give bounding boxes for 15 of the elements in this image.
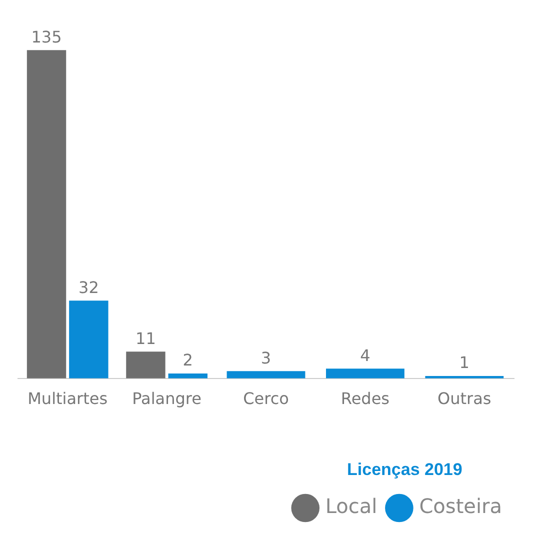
x-tick-label: Palangre — [132, 389, 202, 408]
data-label: 3 — [260, 348, 272, 368]
x-tick-label: Cerco — [243, 389, 289, 408]
data-label: 135 — [31, 27, 62, 46]
data-label: 11 — [136, 328, 156, 348]
data-label: 4 — [360, 346, 370, 365]
data-label: 32 — [78, 278, 99, 297]
x-tick-label: Multiartes — [28, 389, 108, 408]
legend-label: Local — [325, 494, 378, 518]
x-tick-label: Redes — [340, 389, 390, 408]
data-label: 1 — [459, 353, 470, 372]
x-tick-label: Outras — [438, 389, 492, 408]
legend-label: Costeira — [419, 494, 502, 518]
legend-title: Licenças 2019 — [347, 460, 462, 479]
data-label: 2 — [182, 350, 193, 370]
